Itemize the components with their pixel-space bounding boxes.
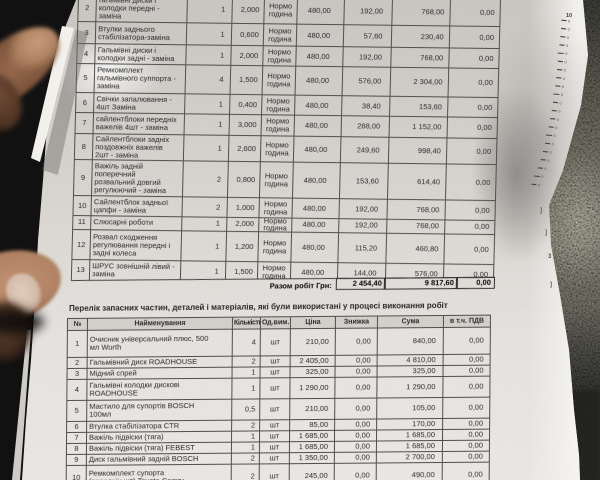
svg-text:0: 0 (552, 141, 555, 146)
svg-text:0: 0 (567, 35, 570, 40)
svg-text:0: 0 (544, 166, 547, 171)
svg-text:]: ] (540, 208, 542, 214)
svg-text:]: ] (545, 230, 547, 236)
svg-text:0: 0 (560, 100, 563, 105)
svg-text:0: 0 (541, 174, 544, 179)
svg-text:0: 0 (566, 43, 569, 48)
svg-text:0: 0 (563, 76, 566, 81)
svg-text:0: 0 (557, 117, 560, 122)
svg-text:0: 0 (568, 27, 571, 32)
svg-text:0: 0 (555, 125, 558, 130)
svg-text:0: 0 (549, 150, 552, 155)
svg-text:0: 0 (547, 158, 550, 163)
svg-text:0: 0 (564, 59, 567, 64)
svg-text:0: 0 (561, 92, 564, 97)
svg-text:0: 0 (568, 18, 571, 23)
svg-text:0: 0 (554, 133, 557, 138)
svg-text:0: 0 (564, 68, 567, 73)
svg-text:0: 0 (558, 109, 561, 114)
svg-text:0: 0 (565, 51, 568, 56)
svg-text:3: 3 (548, 254, 552, 260)
svg-text:0: 0 (538, 182, 541, 187)
svg-text:]: ] (550, 282, 552, 288)
svg-text:0: 0 (562, 84, 565, 89)
